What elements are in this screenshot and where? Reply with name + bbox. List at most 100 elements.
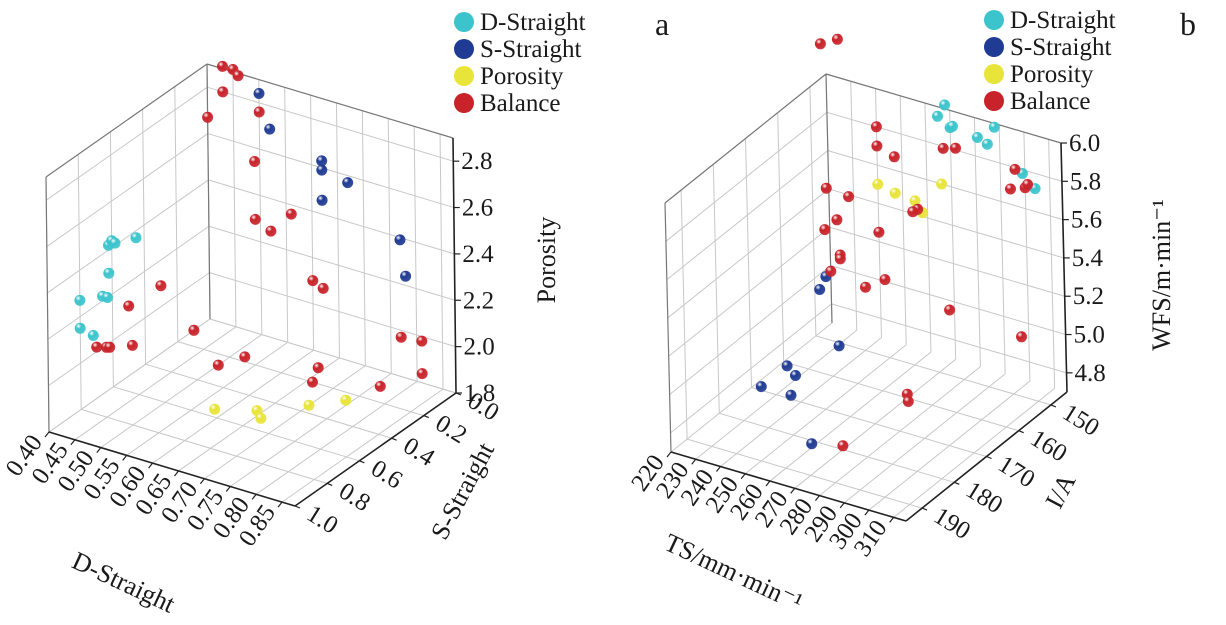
y-tick-label: 0.4: [398, 432, 439, 472]
y-tick: [423, 415, 430, 419]
legend-marker: [454, 93, 474, 113]
series-porosity: [209, 394, 352, 424]
grid-line: [48, 272, 210, 387]
data-point: [126, 339, 138, 351]
grid-line: [142, 109, 147, 365]
grid-line: [831, 303, 1067, 374]
data-point: [342, 177, 354, 189]
grid-line: [361, 110, 366, 366]
x-tick: [889, 516, 895, 523]
x-tick: [44, 431, 50, 438]
data-point: [936, 178, 948, 190]
data-point: [253, 88, 265, 99]
grid-line: [232, 71, 237, 327]
grid-line: [667, 188, 830, 319]
data-point: [340, 394, 352, 406]
legend-marker: [454, 12, 474, 32]
chart-panel-a: 0.400.450.500.550.600.650.700.750.800.85…: [1, 6, 669, 619]
grid-line: [413, 126, 418, 382]
grid-line: [77, 154, 82, 410]
z-axis-line: [1060, 142, 1068, 393]
data-point: [232, 70, 244, 82]
grid-line: [281, 388, 444, 503]
grid-line: [680, 190, 688, 440]
x-tick: [716, 466, 721, 472]
data-point: [814, 284, 826, 295]
data-point: [1016, 331, 1027, 343]
box-edge: [664, 73, 827, 204]
z-tick-label: 1.8: [464, 380, 495, 407]
data-point: [395, 331, 407, 343]
data-point: [981, 138, 993, 150]
data-point: [255, 412, 267, 424]
z-tick-label: 2.2: [463, 287, 494, 314]
x-tick: [814, 495, 820, 501]
data-point: [316, 155, 328, 167]
legend-label: D-Straight: [480, 9, 586, 36]
data-point: [950, 142, 961, 154]
data-point: [87, 330, 99, 341]
grid-line: [924, 103, 932, 353]
data-point: [870, 121, 882, 133]
data-point: [312, 362, 324, 374]
data-point: [806, 438, 818, 450]
panel-label: a: [655, 6, 669, 42]
data-point: [902, 396, 914, 407]
y-axis-line: [294, 392, 457, 507]
data-point: [307, 376, 318, 388]
z-tick-label: 5.6: [1071, 207, 1102, 234]
data-point: [907, 206, 919, 218]
series-porosity: [872, 178, 948, 219]
y-tick-label: 0.6: [366, 455, 407, 494]
data-point: [130, 232, 142, 244]
grid-line: [45, 86, 208, 201]
grid-line: [815, 335, 1052, 406]
data-point: [888, 151, 900, 163]
grid-line: [712, 164, 720, 414]
z-tick-label: 2.0: [463, 334, 494, 361]
x-tick: [148, 462, 154, 469]
y-tick-label: 0.8: [334, 478, 375, 517]
y-tick: [326, 482, 333, 486]
x-tick: [691, 458, 697, 465]
x-tick: [666, 451, 672, 458]
grid-line: [439, 134, 444, 390]
z-tick-label: 2.4: [462, 241, 494, 268]
grid-line: [830, 265, 1066, 336]
x-tick: [864, 509, 870, 516]
grid-line: [46, 133, 209, 247]
data-point: [814, 38, 826, 50]
z-axis-label: WFS/m·min⁻¹: [1147, 199, 1176, 351]
x-tick: [96, 447, 102, 453]
data-point: [265, 225, 277, 237]
box-edge: [45, 176, 50, 433]
grid-line: [829, 226, 1065, 297]
panel-label: b: [1180, 6, 1196, 42]
data-point: [879, 274, 891, 286]
data-point: [939, 99, 951, 111]
legend-marker: [984, 10, 1004, 30]
series-balance: [91, 60, 428, 392]
data-point: [212, 359, 224, 371]
y-tick-label: 150: [1058, 399, 1104, 442]
grid-line: [998, 124, 1006, 374]
data-point: [316, 164, 328, 176]
data-point: [109, 237, 121, 249]
x-axis-line: [670, 451, 907, 522]
series-balance: [814, 33, 1034, 452]
grid-line: [208, 179, 455, 255]
data-point: [909, 195, 921, 207]
grid-line: [828, 188, 1064, 259]
grid-line: [177, 341, 424, 417]
data-point: [123, 300, 135, 312]
grid-line: [777, 112, 785, 362]
y-tick: [294, 505, 301, 509]
z-axis-label: Porosity: [532, 217, 561, 304]
data-point: [1022, 179, 1034, 190]
data-point: [209, 403, 221, 415]
legend-marker: [984, 37, 1004, 57]
grid-line: [47, 225, 210, 340]
y-tick-label: 0.2: [431, 410, 472, 449]
data-point: [781, 360, 793, 372]
